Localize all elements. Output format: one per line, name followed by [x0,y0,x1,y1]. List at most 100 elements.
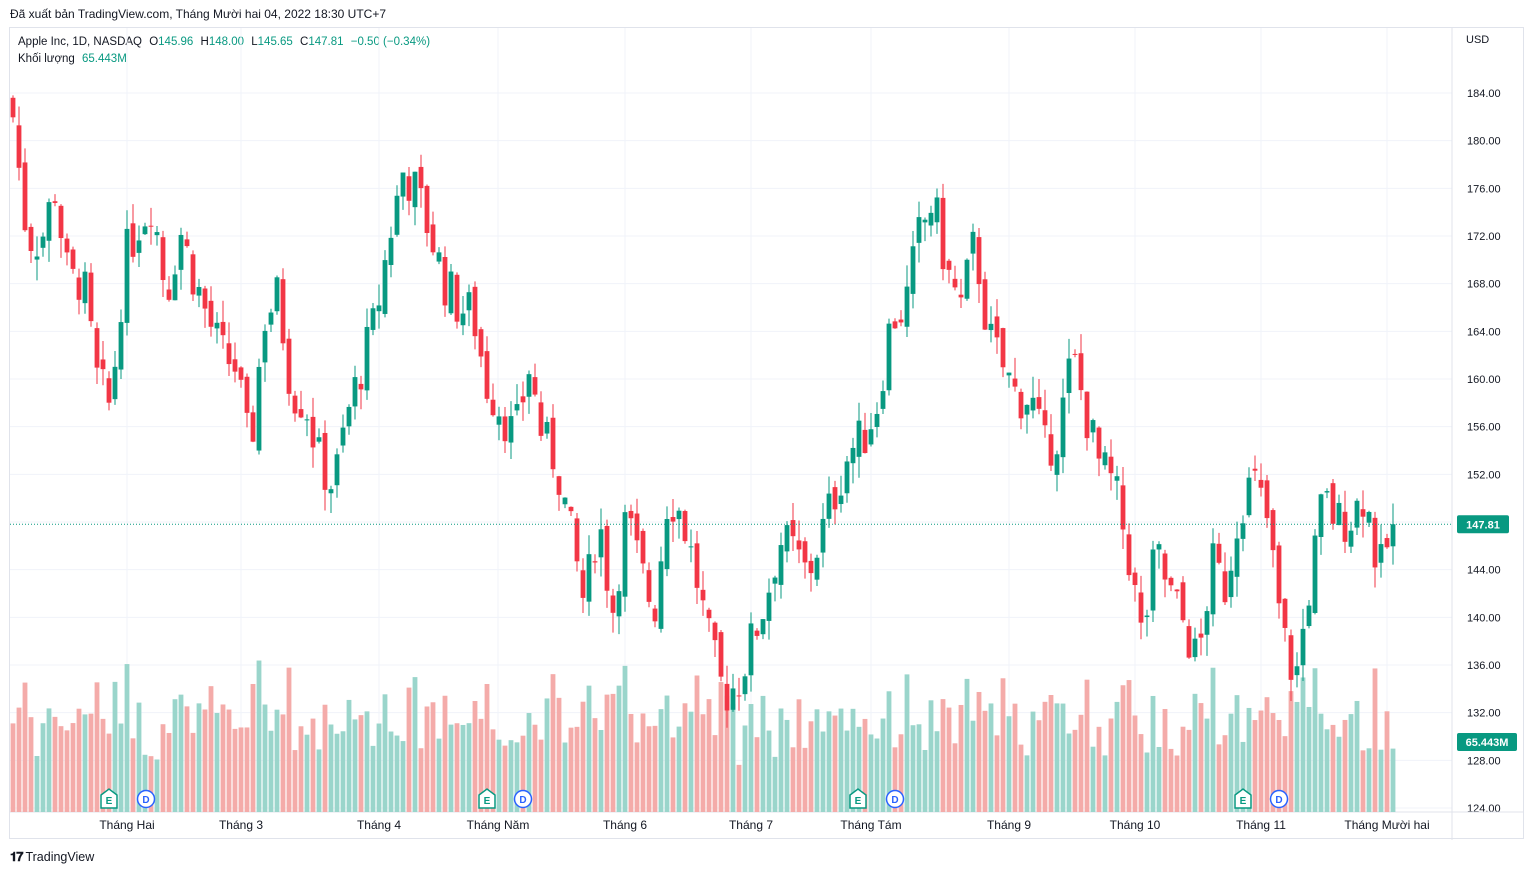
volume-bar [988,703,994,812]
volume-bar [502,745,508,812]
volume-bar [58,726,64,812]
low-label: L [251,36,258,48]
candle-body [556,476,562,495]
volume-bar [1210,667,1216,812]
candle-body [250,412,256,442]
earnings-marker-letter: E [855,796,862,807]
volume-bar [616,685,622,812]
brand[interactable]: 𝟏𝟕 TradingView [10,849,94,865]
candle-body [1306,605,1312,627]
last-price-label: 147.81 [1466,519,1500,531]
candle-body [58,205,64,239]
candle-body [1192,638,1198,658]
volume-bar [1222,735,1228,812]
candle-body [112,366,118,400]
symbol-label[interactable]: Apple Inc, 1D, NASDAQ [18,36,142,48]
candle-body [1156,544,1162,550]
volume-bar [640,713,646,812]
volume-bar [1150,695,1156,812]
candle-body [64,238,70,253]
candle-body [700,589,706,601]
candle-body [772,577,778,584]
volume-bar [34,756,40,812]
volume-bar [370,745,376,812]
volume-bar [1336,736,1342,812]
high-value: 148.00 [208,36,245,48]
candle-body [766,592,772,621]
volume-bar [418,748,424,812]
volume-bar [532,724,538,812]
volume-bar [634,742,640,812]
candle-body [754,630,760,636]
volume-bar [958,704,964,812]
volume-bar [64,730,70,812]
candle-body [916,217,922,243]
candle-body [496,416,502,425]
volume-bar [1126,680,1132,812]
chart-frame[interactable] [9,27,1524,839]
candle-body [664,518,670,570]
volume-bar [1156,746,1162,812]
volume-bar [178,694,184,812]
volume-bar [664,695,670,812]
volume-bar [658,709,664,812]
tradingview-logo-icon: 𝟏𝟕 [10,849,24,864]
candle-body [100,359,106,370]
volume-bar [316,749,322,812]
volume-bar [256,660,262,812]
volume-bar [706,699,712,812]
candle-body [532,377,538,395]
candle-body [88,272,94,322]
volume-bar [724,695,730,812]
dividend-marker-letter: D [142,795,149,806]
volume-bar [70,723,76,812]
volume-bar [742,725,748,812]
earnings-marker-letter: E [1240,796,1247,807]
price-tick-label: 164.00 [1467,326,1501,338]
volume-bar [40,723,46,812]
volume-bar [1240,741,1246,812]
volume-bar [868,734,874,812]
earnings-marker-icon [100,788,118,809]
candle-body [1060,397,1066,458]
candle-body [850,447,856,464]
volume-bar [970,720,976,812]
volume-bar [1174,755,1180,812]
volume-bar [490,729,496,812]
candle-body [1234,538,1240,577]
candle-body [520,396,526,403]
currency-label[interactable]: USD [1466,34,1490,46]
candle-body [598,529,604,558]
earnings-marker-icon [478,788,496,809]
volume-bar [406,687,412,812]
volume-bar [1132,715,1138,812]
last-price-badge [1457,515,1509,534]
month-tick-label: Tháng Tám [840,818,901,832]
candle-body [364,326,370,391]
candle-body [1222,571,1228,603]
volume-bar [754,737,760,812]
volume-bar [124,664,130,812]
volume-bar [250,683,256,812]
month-tick-label: Tháng Mười hai [1344,818,1429,832]
candle-body [838,495,844,505]
volume-bar [952,743,958,812]
chart-legend: Apple Inc, 1D, NASDAQ O145.96 H148.00 L1… [18,34,430,68]
candle-body [292,395,298,414]
volume-bar [1054,703,1060,812]
candle-body [106,378,112,403]
candle-body [232,359,238,372]
volume-bar [412,677,418,812]
volume-bar [322,704,328,812]
candle-body [988,323,994,331]
volume-bar [436,738,442,812]
volume-label[interactable]: Khối lượng [18,53,75,65]
candle-body [742,676,748,695]
volume-bar [802,747,808,812]
volume-bar [514,742,520,812]
candle-body [124,228,130,323]
candle-body [394,195,400,235]
volume-bar [358,715,364,812]
volume-bar [592,718,598,812]
